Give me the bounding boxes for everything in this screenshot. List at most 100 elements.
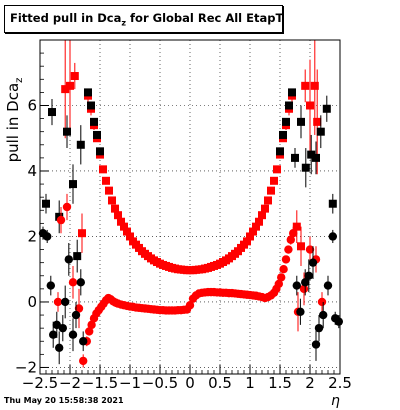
data-point bbox=[310, 81, 319, 90]
data-point bbox=[264, 196, 272, 205]
data-point bbox=[328, 199, 337, 208]
x-tick-label: 1 bbox=[245, 374, 255, 392]
data-point bbox=[285, 101, 293, 110]
data-point bbox=[85, 327, 94, 336]
data-point bbox=[292, 222, 301, 231]
chart-title-rest: for Global Rec All EtapT bbox=[126, 11, 284, 25]
data-point bbox=[62, 202, 72, 212]
y-tick-label: 0 bbox=[27, 293, 37, 311]
data-point bbox=[71, 310, 81, 320]
data-point bbox=[79, 356, 88, 366]
data-point bbox=[68, 330, 78, 339]
data-point bbox=[42, 199, 50, 208]
series-square-black bbox=[42, 88, 337, 273]
data-point bbox=[58, 323, 67, 333]
data-point bbox=[73, 252, 82, 261]
data-point bbox=[46, 281, 55, 290]
title-box: Fitted pull in Dcaz for Global Rec All E… bbox=[4, 5, 283, 33]
data-point bbox=[311, 340, 321, 349]
series-circle-black bbox=[38, 226, 343, 365]
data-point bbox=[323, 281, 333, 290]
data-point bbox=[301, 163, 310, 172]
data-point bbox=[304, 271, 313, 280]
chart-title-sub: z bbox=[121, 18, 127, 28]
data-point bbox=[243, 237, 251, 246]
data-point bbox=[114, 211, 122, 220]
data-point bbox=[84, 88, 92, 97]
data-point bbox=[111, 204, 119, 213]
data-point bbox=[305, 245, 315, 254]
data-point bbox=[93, 130, 101, 139]
data-point bbox=[258, 211, 266, 220]
x-tick-label: −1.5 bbox=[82, 374, 118, 392]
data-point bbox=[69, 180, 77, 189]
data-point bbox=[297, 242, 305, 251]
data-point bbox=[274, 279, 283, 289]
x-tick-label: −2 bbox=[59, 374, 81, 392]
data-point bbox=[292, 281, 301, 290]
data-point bbox=[279, 265, 288, 274]
x-tick-label: 0 bbox=[185, 374, 195, 392]
data-point bbox=[68, 278, 78, 287]
data-point bbox=[314, 323, 324, 333]
data-point bbox=[117, 217, 125, 226]
data-point bbox=[99, 165, 107, 174]
data-point bbox=[64, 255, 74, 264]
data-point bbox=[279, 130, 287, 139]
series-circle-red bbox=[53, 193, 327, 368]
data-point bbox=[328, 232, 337, 241]
data-point bbox=[296, 307, 305, 316]
timestamp-footer: Thu May 20 15:58:38 2021 bbox=[4, 396, 124, 405]
y-tick-label: 2 bbox=[27, 227, 37, 245]
data-point bbox=[126, 232, 134, 241]
data-point bbox=[87, 320, 96, 330]
data-point bbox=[53, 297, 63, 307]
data-point bbox=[60, 297, 70, 307]
data-point bbox=[276, 147, 284, 156]
data-point bbox=[249, 227, 257, 236]
x-tick-label: 2.5 bbox=[328, 374, 352, 392]
data-point bbox=[48, 108, 56, 117]
data-series bbox=[38, 40, 343, 368]
data-point bbox=[61, 85, 70, 94]
data-point bbox=[87, 101, 95, 110]
data-point bbox=[312, 153, 320, 162]
data-point bbox=[322, 104, 331, 113]
data-point bbox=[334, 317, 343, 326]
data-point bbox=[297, 117, 305, 126]
data-point bbox=[291, 153, 299, 162]
data-point bbox=[76, 140, 85, 149]
data-point bbox=[66, 81, 74, 90]
x-tick-label: 0.5 bbox=[208, 374, 232, 392]
data-point bbox=[317, 297, 327, 307]
data-point bbox=[74, 304, 84, 313]
data-point bbox=[282, 117, 290, 126]
data-point bbox=[108, 196, 116, 205]
data-point bbox=[270, 176, 278, 185]
data-point bbox=[102, 176, 110, 185]
data-point bbox=[246, 232, 254, 241]
data-point bbox=[281, 255, 291, 264]
data-point bbox=[301, 278, 310, 287]
data-point bbox=[316, 127, 325, 136]
data-point bbox=[288, 88, 296, 97]
data-point bbox=[63, 127, 71, 136]
data-point bbox=[277, 273, 286, 282]
y-axis-label-sub: z bbox=[14, 78, 25, 83]
data-point bbox=[70, 72, 79, 81]
data-point bbox=[255, 217, 263, 226]
data-point bbox=[185, 301, 195, 310]
data-point bbox=[105, 186, 113, 195]
data-point bbox=[306, 101, 314, 110]
data-point bbox=[319, 310, 328, 320]
x-tick-label: −2.5 bbox=[22, 374, 58, 392]
data-point bbox=[299, 284, 309, 294]
data-point bbox=[120, 222, 128, 231]
data-point bbox=[307, 150, 316, 159]
y-tick-label: 4 bbox=[27, 162, 37, 180]
x-axis-label: η bbox=[331, 393, 340, 409]
x-tick-label: −1 bbox=[119, 374, 141, 392]
data-point bbox=[267, 186, 275, 195]
